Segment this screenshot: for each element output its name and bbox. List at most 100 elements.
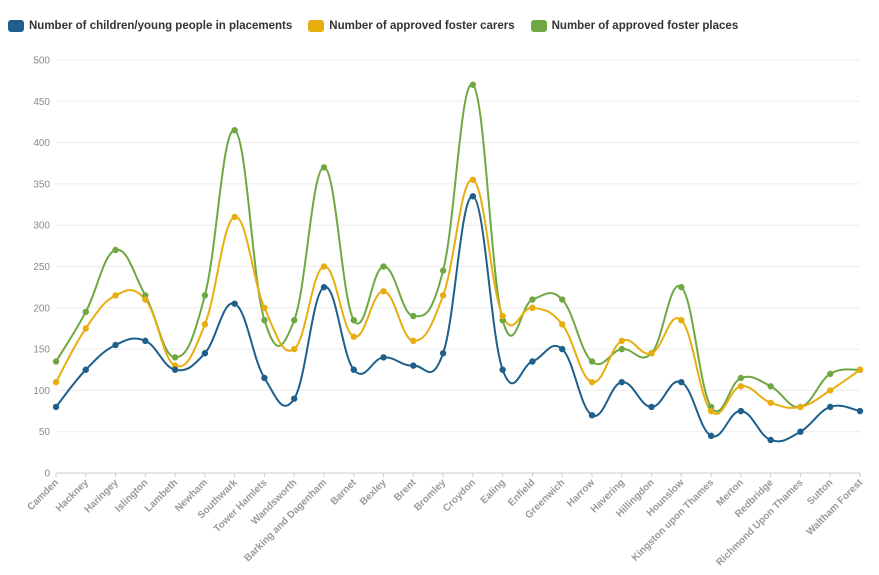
data-point-series1-14[interactable] — [469, 176, 477, 183]
data-point-series0-6[interactable] — [231, 300, 238, 307]
data-point-series1-19[interactable] — [618, 337, 625, 345]
data-point-series0-23[interactable] — [737, 407, 745, 415]
data-point-series1-9[interactable] — [320, 263, 328, 270]
data-point-series1-20[interactable] — [648, 350, 655, 357]
x-tick-label: Tower Hamlets — [212, 477, 270, 535]
data-point-series2-11[interactable] — [380, 263, 387, 270]
data-point-series0-17[interactable] — [559, 345, 566, 353]
data-point-series1-25[interactable] — [797, 403, 804, 411]
data-point-series2-9[interactable] — [320, 164, 328, 171]
data-point-series2-1[interactable] — [82, 308, 89, 316]
data-point-series1-8[interactable] — [291, 345, 298, 353]
data-point-series2-21[interactable] — [678, 283, 685, 291]
data-point-series1-2[interactable] — [112, 292, 119, 299]
data-point-series2-19[interactable] — [618, 345, 625, 353]
legend-item-placements[interactable]: Number of children/young people in place… — [8, 20, 292, 32]
data-point-series2-24[interactable] — [767, 383, 774, 390]
data-point-series1-23[interactable] — [737, 383, 745, 390]
data-point-series2-16[interactable] — [529, 296, 536, 303]
data-point-series0-13[interactable] — [439, 350, 447, 357]
y-tick-label: 200 — [33, 303, 50, 314]
data-point-series2-10[interactable] — [350, 316, 357, 324]
series-line-0[interactable] — [55, 195, 861, 443]
y-tick-label: 300 — [33, 221, 50, 232]
data-point-series0-21[interactable] — [678, 378, 685, 386]
data-point-series1-0[interactable] — [52, 378, 60, 386]
x-tick-label: Ealing — [479, 477, 508, 506]
data-point-series0-26[interactable] — [827, 403, 834, 411]
data-point-series0-27[interactable] — [856, 407, 864, 415]
series-line-2[interactable] — [55, 83, 861, 413]
data-point-series2-8[interactable] — [291, 316, 298, 324]
legend-item-carers[interactable]: Number of approved foster carers — [308, 20, 515, 32]
data-point-series0-1[interactable] — [82, 366, 89, 373]
data-point-series2-7[interactable] — [261, 316, 268, 324]
data-point-series0-5[interactable] — [201, 350, 209, 357]
y-tick-label: 150 — [33, 345, 50, 356]
data-point-series1-15[interactable] — [499, 312, 506, 320]
data-point-series2-26[interactable] — [827, 370, 834, 378]
data-point-series2-6[interactable] — [231, 127, 238, 134]
x-tick-label: Croydon — [441, 477, 478, 514]
data-point-series1-6[interactable] — [231, 213, 238, 221]
data-point-series0-8[interactable] — [291, 395, 298, 402]
data-point-series0-7[interactable] — [261, 374, 268, 382]
data-point-series2-14[interactable] — [469, 81, 477, 88]
y-axis-ticks: 0 50 100 150 200 250 300 350 400 450 500 — [33, 56, 50, 480]
data-point-series2-5[interactable] — [201, 292, 209, 299]
data-point-series1-26[interactable] — [827, 387, 834, 394]
data-point-series0-12[interactable] — [410, 362, 417, 369]
data-point-series0-22[interactable] — [707, 432, 715, 440]
data-point-series1-11[interactable] — [380, 288, 387, 295]
data-point-series0-24[interactable] — [767, 436, 774, 444]
data-point-series1-13[interactable] — [439, 292, 447, 299]
y-tick-label: 450 — [33, 97, 50, 108]
data-point-series0-20[interactable] — [648, 403, 655, 411]
data-point-series1-18[interactable] — [588, 378, 596, 386]
data-point-series2-18[interactable] — [588, 358, 596, 365]
data-point-series0-4[interactable] — [171, 366, 179, 373]
data-point-series0-10[interactable] — [350, 366, 357, 373]
data-point-series2-12[interactable] — [410, 312, 417, 320]
data-point-series0-15[interactable] — [499, 366, 506, 373]
legend-label-placements: Number of children/young people in place… — [29, 20, 293, 32]
data-point-series1-24[interactable] — [767, 399, 774, 406]
data-point-series2-2[interactable] — [112, 246, 119, 254]
data-point-series1-21[interactable] — [678, 316, 685, 324]
data-point-series0-3[interactable] — [142, 337, 149, 345]
legend-item-places[interactable]: Number of approved foster places — [530, 20, 739, 32]
data-point-series2-17[interactable] — [559, 296, 566, 303]
data-point-series0-11[interactable] — [380, 354, 387, 361]
data-point-series2-4[interactable] — [171, 354, 179, 361]
data-point-series0-0[interactable] — [52, 403, 60, 411]
data-point-series0-16[interactable] — [529, 358, 536, 365]
y-tick-label: 0 — [44, 469, 50, 480]
legend-label-places: Number of approved foster places — [551, 20, 739, 32]
data-point-series2-0[interactable] — [52, 358, 60, 365]
data-point-series0-14[interactable] — [469, 193, 477, 200]
data-point-series1-3[interactable] — [142, 296, 149, 303]
data-point-series0-9[interactable] — [320, 283, 328, 291]
x-tick-label: Barnet — [329, 477, 360, 508]
data-point-series1-27[interactable] — [856, 366, 864, 373]
data-point-series0-2[interactable] — [112, 341, 119, 349]
y-tick-label: 50 — [39, 427, 51, 438]
data-point-series1-16[interactable] — [529, 304, 536, 311]
data-point-series1-7[interactable] — [261, 304, 268, 311]
y-tick-label: 100 — [33, 386, 50, 397]
data-point-series1-17[interactable] — [559, 321, 566, 328]
y-tick-label: 250 — [33, 262, 50, 273]
data-point-series0-18[interactable] — [588, 411, 596, 419]
data-point-series1-1[interactable] — [82, 325, 89, 332]
x-tick-label: Bexley — [358, 477, 389, 508]
data-point-series1-22[interactable] — [707, 407, 715, 415]
data-point-series1-5[interactable] — [201, 321, 209, 328]
legend-label-carers: Number of approved foster carers — [329, 20, 515, 32]
data-point-series1-10[interactable] — [350, 333, 357, 340]
data-point-series2-13[interactable] — [439, 267, 447, 274]
data-point-series2-23[interactable] — [737, 374, 745, 382]
data-point-series1-12[interactable] — [410, 337, 417, 345]
data-point-series0-19[interactable] — [618, 378, 625, 386]
data-point-series0-25[interactable] — [797, 428, 804, 435]
